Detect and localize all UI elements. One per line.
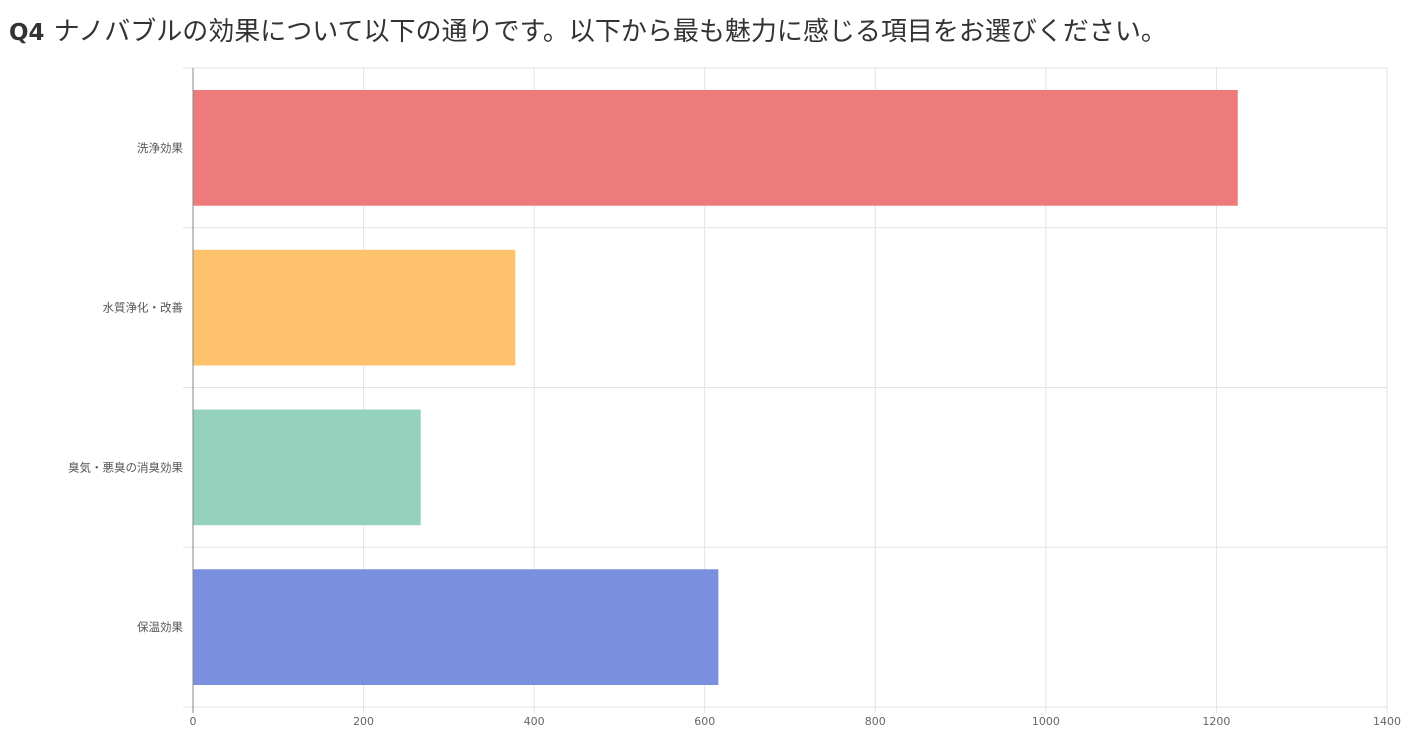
category-label: 洗浄効果 bbox=[137, 141, 183, 155]
bar bbox=[193, 569, 719, 685]
x-tick-label: 1400 bbox=[1373, 715, 1401, 728]
question-text: ナノバブルの効果について以下の通りです。以下から最も魅力に感じる項目をお選びくだ… bbox=[53, 17, 1167, 47]
x-tick-label: 0 bbox=[190, 715, 197, 728]
bar bbox=[193, 249, 516, 366]
category-label: 保温効果 bbox=[137, 620, 183, 634]
x-tick-label: 600 bbox=[694, 715, 715, 728]
x-tick-labels: 0 200 400 600 800 1000 1200 1400 bbox=[190, 715, 1402, 728]
question-title: Q4 ナノバブルの効果について以下の通りです。以下から最も魅力に感じる項目をお選び… bbox=[9, 12, 1167, 52]
bars bbox=[193, 90, 1238, 685]
category-label: 水質浄化・改善 bbox=[103, 301, 184, 315]
x-tick-label: 1000 bbox=[1032, 715, 1060, 728]
category-label: 臭気・悪臭の消臭効果 bbox=[68, 460, 183, 474]
bar bbox=[193, 409, 421, 526]
x-tick-label: 800 bbox=[865, 715, 886, 728]
question-number: Q4 bbox=[9, 20, 45, 46]
x-tick-label: 1200 bbox=[1202, 715, 1230, 728]
x-tick-label: 200 bbox=[353, 715, 374, 728]
bar bbox=[193, 90, 1238, 206]
x-tick-label: 400 bbox=[524, 715, 545, 728]
